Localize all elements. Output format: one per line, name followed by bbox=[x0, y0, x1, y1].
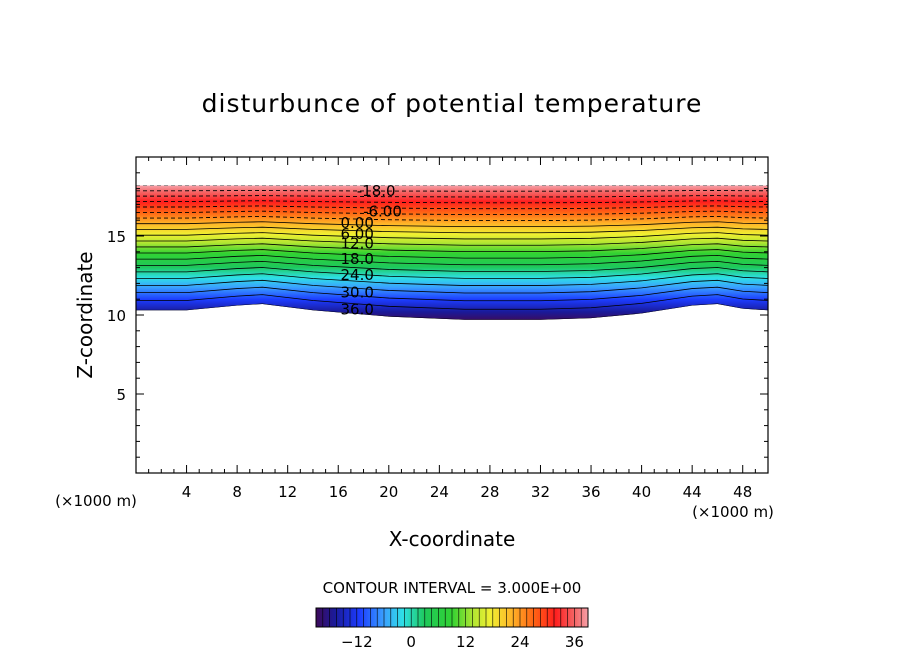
contour-label: 30.0 bbox=[340, 283, 373, 301]
contour-line bbox=[136, 286, 768, 302]
x-tick-label: 28 bbox=[480, 483, 499, 501]
x-tick-label: 4 bbox=[182, 483, 192, 501]
contour-line bbox=[136, 249, 768, 259]
contour-interval-text: CONTOUR INTERVAL = 3.000E+00 bbox=[323, 579, 582, 597]
contour-line bbox=[136, 254, 768, 266]
y-tick-label: 10 bbox=[107, 307, 126, 325]
contour-line bbox=[136, 267, 768, 279]
contour-label: 24.0 bbox=[340, 266, 373, 284]
y-axis-label: Z-coordinate bbox=[73, 251, 97, 378]
contour-line bbox=[136, 237, 768, 246]
contour-line bbox=[136, 190, 768, 192]
x-tick-label: 16 bbox=[329, 483, 348, 501]
x-tick-label: 32 bbox=[531, 483, 550, 501]
chart-title: disturbunce of potential temperature bbox=[202, 89, 703, 118]
colorbar-ticks bbox=[315, 608, 589, 627]
contour-label: 0.00 bbox=[340, 214, 373, 232]
color-fill bbox=[136, 185, 768, 320]
contour-line bbox=[136, 232, 768, 240]
contour-line bbox=[136, 221, 768, 228]
colorbar-tick-label: −12 bbox=[341, 633, 373, 651]
x-tick-label: 44 bbox=[683, 483, 702, 501]
contour-label: 12.0 bbox=[340, 234, 373, 252]
contour-line bbox=[136, 200, 768, 204]
contour-line bbox=[136, 195, 768, 198]
contour-line bbox=[136, 243, 768, 253]
x-tick-label: 40 bbox=[632, 483, 651, 501]
contour-line bbox=[136, 205, 768, 210]
x-tick-label: 8 bbox=[232, 483, 242, 501]
x-unit-left: (×1000 m) bbox=[55, 492, 137, 510]
colorbar-frame bbox=[315, 607, 589, 628]
x-axis: 4 8 12 16 20 24 28 32 36 40 44 48 bbox=[148, 157, 756, 501]
contour-line bbox=[136, 260, 768, 272]
contour-label: 6.00 bbox=[340, 225, 373, 243]
colorbar-tick-label: 24 bbox=[510, 633, 529, 651]
colorbar: −12 0 12 24 36 bbox=[315, 607, 589, 651]
x-unit-right: (×1000 m) bbox=[692, 503, 774, 521]
contour-label: -18.0 bbox=[357, 182, 396, 200]
x-tick-label: 48 bbox=[733, 483, 752, 501]
x-tick-label: 20 bbox=[379, 483, 398, 501]
contour-line bbox=[136, 215, 768, 222]
colorbar-tick-label: 0 bbox=[406, 633, 416, 651]
y-tick-label: 5 bbox=[116, 386, 126, 404]
contour-label: -6.00 bbox=[363, 203, 402, 221]
contour-line bbox=[136, 279, 768, 294]
x-axis-label: X-coordinate bbox=[389, 527, 516, 551]
contour-line bbox=[136, 210, 768, 216]
colorbar-tick-label: 12 bbox=[456, 633, 475, 651]
contour-label: 18.0 bbox=[340, 250, 373, 268]
colorbar-labels: −12 0 12 24 36 bbox=[341, 633, 584, 651]
contour-line bbox=[136, 273, 768, 286]
x-tick-label: 12 bbox=[278, 483, 297, 501]
x-tick-label: 36 bbox=[581, 483, 600, 501]
y-tick-label: 15 bbox=[107, 228, 126, 246]
contour-label: 36.0 bbox=[340, 301, 373, 319]
x-tick-label: 24 bbox=[430, 483, 449, 501]
contour-line bbox=[136, 294, 768, 310]
colorbar-tick-label: 36 bbox=[565, 633, 584, 651]
contour-lines bbox=[136, 185, 768, 320]
contour-line bbox=[136, 226, 768, 234]
y-axis: 5 10 15 bbox=[107, 172, 768, 458]
